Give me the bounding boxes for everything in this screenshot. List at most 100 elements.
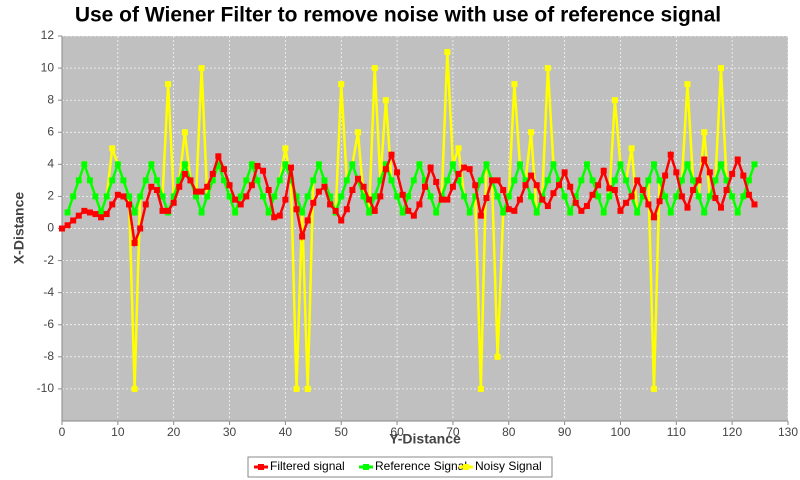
point (287, 177, 294, 184)
point (299, 209, 306, 216)
point (327, 201, 334, 208)
point (377, 193, 384, 200)
point (321, 177, 328, 184)
point (729, 193, 736, 200)
point (248, 182, 255, 189)
x-tick-label: 120 (722, 425, 742, 439)
point (516, 161, 523, 168)
point (606, 193, 613, 200)
y-tick-label: 8 (47, 92, 54, 106)
point (215, 153, 222, 160)
point (237, 193, 244, 200)
point (489, 177, 496, 184)
point (70, 217, 77, 224)
point (120, 193, 127, 200)
point (684, 161, 691, 168)
point (198, 209, 205, 216)
point (634, 177, 641, 184)
point (723, 177, 730, 184)
y-tick-label: -4 (43, 285, 54, 299)
point (567, 209, 574, 216)
point (103, 193, 110, 200)
point (109, 177, 116, 184)
point (265, 187, 272, 193)
point (260, 167, 267, 174)
point (254, 162, 261, 169)
point (556, 177, 563, 184)
legend-text: Noisy Signal (475, 459, 542, 473)
point (248, 161, 255, 168)
point (354, 129, 361, 136)
point (243, 193, 250, 200)
point (695, 193, 702, 200)
y-tick-label: -2 (43, 253, 54, 267)
point (159, 193, 166, 200)
point (500, 187, 507, 193)
point (377, 177, 384, 184)
point (650, 161, 657, 168)
point (690, 187, 697, 193)
legend-text: Reference Signal (375, 459, 467, 473)
point (717, 65, 724, 72)
point (226, 193, 233, 200)
point (505, 206, 512, 213)
point (444, 49, 451, 56)
point (734, 209, 741, 216)
point (717, 161, 724, 168)
point (243, 177, 250, 184)
point (232, 209, 239, 216)
point (628, 193, 635, 200)
x-tick-label: 130 (778, 425, 798, 439)
point (589, 177, 596, 184)
point (209, 177, 216, 184)
point (260, 193, 267, 200)
point (198, 65, 205, 72)
point (293, 193, 300, 200)
point (583, 161, 590, 168)
point (656, 177, 663, 184)
point (271, 193, 278, 200)
point (410, 212, 417, 219)
point (237, 201, 244, 208)
point (416, 201, 423, 208)
point (662, 172, 669, 179)
point (494, 193, 501, 200)
x-tick-label: 20 (167, 425, 181, 439)
point (712, 177, 719, 184)
point (522, 182, 529, 189)
point (366, 196, 373, 203)
point (176, 183, 183, 190)
point (349, 161, 356, 168)
point (606, 185, 613, 192)
point (371, 193, 378, 200)
point (276, 212, 283, 219)
point (578, 207, 585, 214)
legend (247, 456, 553, 478)
point (455, 177, 462, 184)
point (81, 207, 88, 214)
point (181, 129, 188, 136)
point (232, 196, 239, 203)
x-tick-label: 60 (390, 425, 404, 439)
point (444, 196, 451, 203)
point (628, 145, 635, 152)
point (193, 188, 200, 195)
point (310, 199, 317, 206)
point (159, 207, 166, 214)
point (712, 195, 719, 202)
point (349, 187, 356, 193)
point (600, 167, 607, 174)
point (382, 97, 389, 104)
point (338, 81, 345, 88)
point (533, 209, 540, 216)
point (740, 193, 747, 200)
point (667, 209, 674, 216)
point (204, 183, 211, 190)
point (662, 193, 669, 200)
y-tick-label: 6 (47, 124, 54, 138)
point (528, 172, 535, 179)
point (304, 193, 311, 200)
point (550, 190, 557, 197)
point (86, 177, 93, 184)
point (204, 193, 211, 200)
